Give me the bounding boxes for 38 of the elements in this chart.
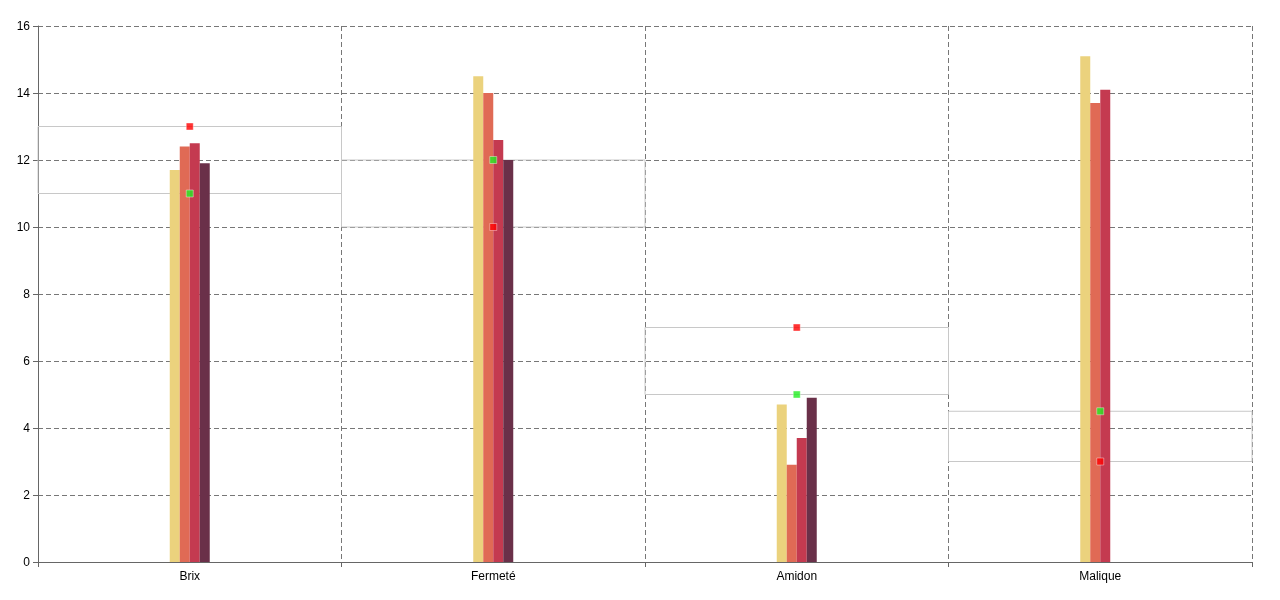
bar	[1080, 56, 1091, 562]
bar	[493, 139, 504, 562]
x-tick-label: Malique	[1079, 569, 1122, 583]
x-tick-label: Amidon	[776, 569, 818, 583]
bar	[796, 438, 807, 562]
bar	[179, 146, 190, 562]
bar	[169, 170, 180, 562]
point	[489, 156, 497, 164]
bar	[806, 397, 817, 562]
y-tick-label: 4	[23, 421, 31, 435]
point	[489, 223, 497, 231]
y-tick-label: 12	[16, 153, 31, 167]
point	[186, 122, 194, 131]
x-tick-label: Fermeté	[470, 569, 516, 583]
bar	[1100, 89, 1111, 562]
bar	[199, 163, 210, 562]
point	[186, 189, 194, 198]
y-tick-label: 10	[16, 220, 31, 234]
y-tick-label: 2	[23, 488, 31, 502]
bar	[503, 160, 514, 562]
bar	[786, 464, 797, 562]
bar	[189, 143, 200, 562]
x-tick-label: Brix	[179, 569, 201, 583]
point	[793, 390, 801, 399]
bar	[473, 76, 484, 562]
y-tick-label: 6	[23, 354, 31, 368]
point	[793, 323, 801, 332]
bar	[644, 327, 949, 395]
point	[1096, 457, 1104, 466]
bar	[776, 404, 787, 562]
y-tick-label: 8	[23, 287, 31, 301]
bar	[948, 410, 1253, 462]
point	[1096, 407, 1104, 415]
y-tick-label: 14	[16, 86, 31, 100]
bar	[483, 93, 494, 562]
bar	[1090, 103, 1101, 562]
y-tick-label: 16	[16, 19, 31, 33]
y-tick-label: 0	[23, 555, 31, 569]
